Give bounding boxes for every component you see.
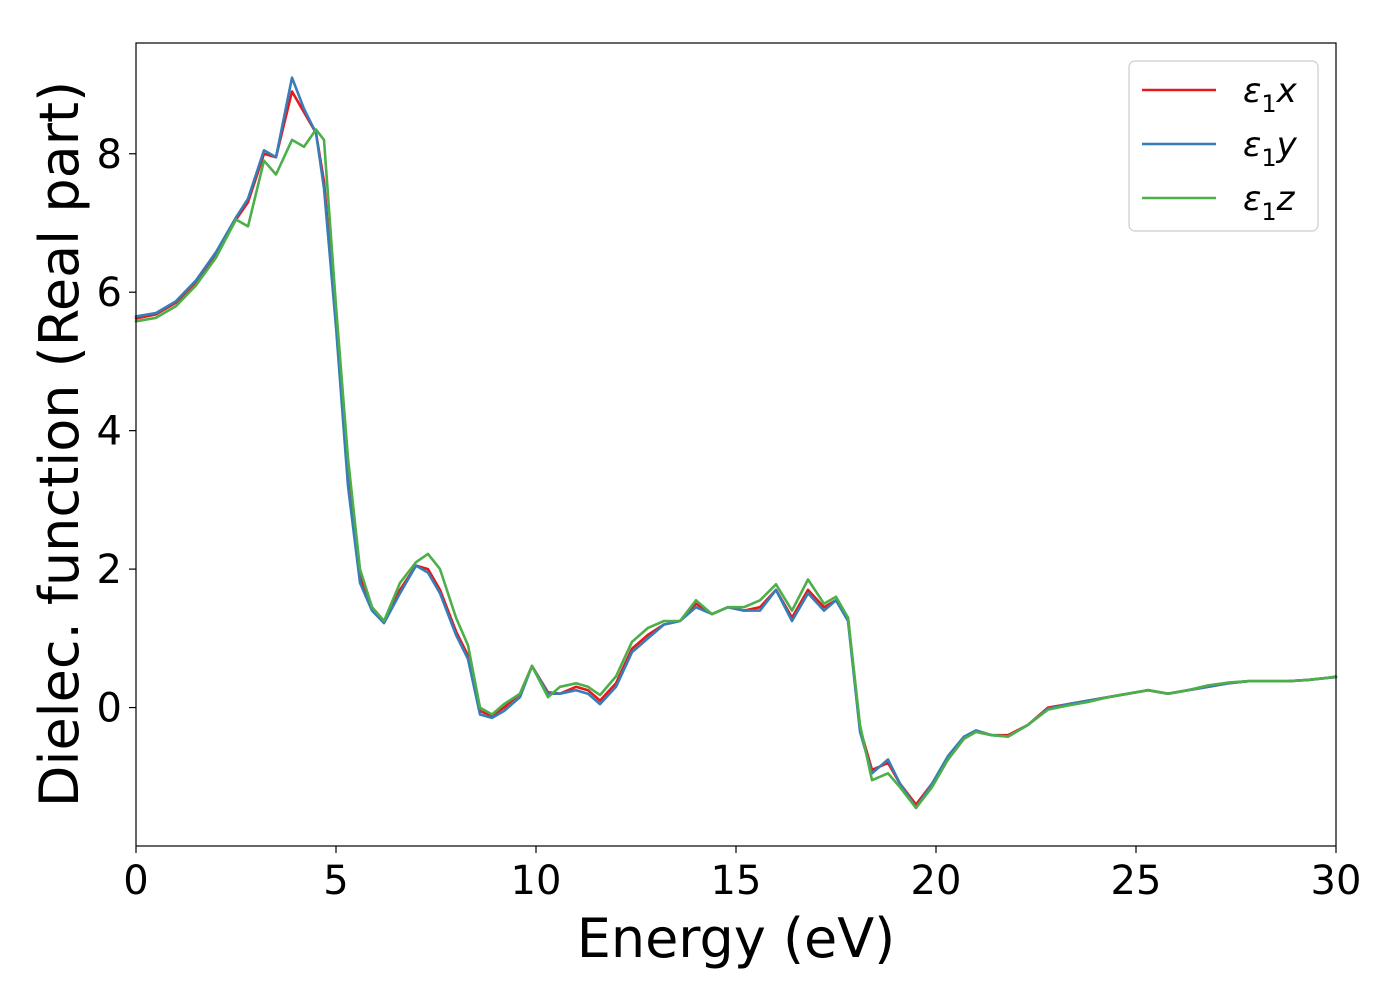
y-tick-label: 8: [97, 132, 122, 178]
x-axis-title: Energy (eV): [577, 907, 896, 970]
x-axis: 0 5 10 15 20 25 30: [123, 846, 1361, 904]
legend-label: ε1y: [1243, 125, 1298, 172]
y-tick-label: 6: [97, 270, 122, 316]
y-axis-title: Dielec. function (Real part): [28, 81, 91, 807]
legend-label: ε1z: [1243, 179, 1296, 226]
legend-box: [1128, 60, 1319, 232]
x-tick-label: 20: [911, 858, 962, 904]
x-tick-label: 10: [511, 858, 562, 904]
y-tick-label: 2: [97, 547, 122, 593]
x-tick-label: 0: [123, 858, 148, 904]
x-tick-label: 25: [1111, 858, 1162, 904]
x-tick-label: 30: [1311, 858, 1362, 904]
x-tick-label: 15: [711, 858, 762, 904]
series-line-2: [134, 128, 1338, 810]
y-tick-label: 4: [97, 409, 122, 455]
y-axis: 0 2 4 6 8: [97, 132, 136, 732]
y-tick-label: 0: [97, 686, 122, 732]
x-tick-label: 5: [323, 858, 348, 904]
plot-lines: [134, 76, 1338, 810]
legend: ε1x ε1y ε1z: [1128, 60, 1319, 232]
legend-label: ε1x: [1243, 71, 1298, 118]
